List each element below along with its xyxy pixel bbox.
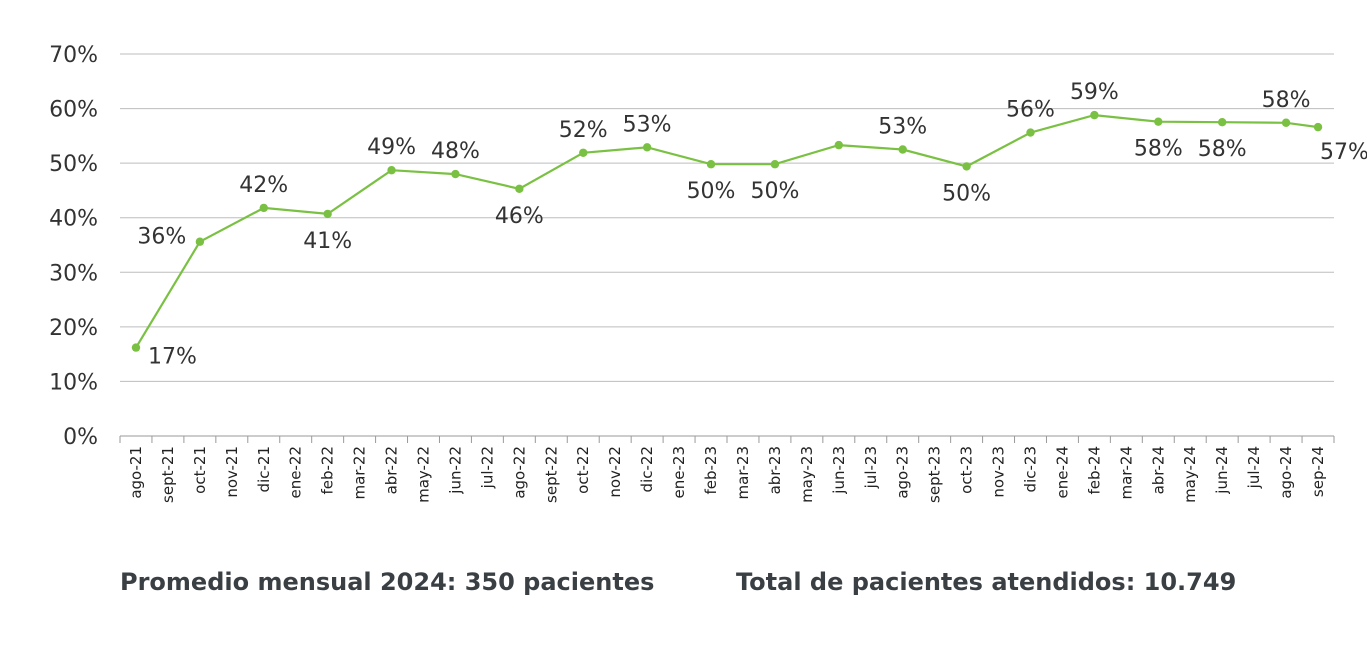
data-point	[834, 140, 844, 150]
data-point	[1281, 118, 1291, 127]
data-point	[706, 160, 716, 169]
data-label: 36%	[137, 225, 186, 250]
x-tick-label: nov-21	[223, 446, 241, 498]
data-point	[323, 209, 332, 219]
data-label: 53%	[878, 115, 927, 140]
y-axis-ticks: 0% 10% 20% 30% 40% 50% 60% 70%	[49, 43, 98, 450]
x-tick-label: feb-23	[702, 446, 720, 495]
data-point	[1313, 122, 1323, 132]
x-tick-label: sept-23	[926, 446, 944, 503]
data-labels: 17% 36% 42% 41% 49% 48% 46% 52% 53% 50% 50% 53% 50% 5…	[137, 80, 1367, 369]
x-tick-label: jun-22	[446, 446, 464, 495]
x-tick-label: mar-24	[1117, 446, 1135, 500]
x-tick-label: jul-24	[1245, 446, 1263, 489]
x-tick-label: oct-21	[191, 446, 209, 494]
data-points	[131, 110, 1323, 352]
data-label: 17%	[148, 345, 197, 370]
data-point	[962, 162, 971, 171]
x-tick-label: ago-23	[894, 446, 912, 499]
x-tick-label: sept-22	[542, 446, 560, 503]
x-tick-label: may-23	[798, 446, 816, 503]
x-tick-label: dic-21	[255, 446, 273, 492]
data-point	[195, 237, 205, 246]
data-label: 42%	[239, 173, 288, 198]
x-tick-label: feb-24	[1085, 446, 1103, 495]
x-tick-label: abr-22	[383, 446, 401, 494]
data-label: 59%	[1070, 80, 1119, 105]
data-label: 58%	[1198, 137, 1247, 162]
data-label: 58%	[1134, 137, 1183, 162]
x-tick-label: sep-24	[1309, 446, 1327, 497]
footer-total-patients: Total de pacientes atendidos: 10.749	[736, 568, 1237, 596]
x-tick-label: oct-22	[574, 446, 592, 494]
x-tick-label: ene-23	[670, 446, 688, 498]
data-label: 56%	[1006, 98, 1055, 123]
y-tick-label: 20%	[49, 316, 98, 341]
data-point	[131, 343, 141, 352]
x-tick-label: abr-24	[1149, 446, 1167, 494]
x-tick-label: nov-23	[990, 446, 1008, 498]
gridlines	[120, 53, 1334, 437]
footer-monthly-average: Promedio mensual 2024: 350 pacientes	[120, 568, 655, 596]
y-tick-label: 0%	[63, 425, 98, 450]
y-tick-label: 60%	[49, 98, 98, 123]
data-label: 50%	[687, 179, 736, 204]
y-tick-label: 30%	[49, 261, 98, 286]
line-chart: 0% 10% 20% 30% 40% 50% 60% 70% ago-21 sept-21 oct…	[49, 43, 1367, 503]
data-label: 50%	[750, 179, 799, 204]
x-tick-label: jul-23	[862, 446, 880, 489]
x-tick-label: ago-22	[510, 446, 528, 499]
data-label: 57%	[1320, 140, 1367, 165]
series-line	[135, 113, 1319, 349]
data-point	[770, 160, 780, 169]
data-label: 49%	[367, 135, 416, 160]
x-tick-label: sept-21	[159, 446, 177, 503]
data-point	[642, 143, 652, 152]
data-point	[1026, 128, 1035, 137]
x-tick-label: jun-23	[830, 446, 848, 495]
x-axis-ticks: ago-21 sept-21 oct-21 nov-21 dic-21 ene-22 feb…	[119, 436, 1335, 503]
data-label: 53%	[623, 112, 672, 137]
x-tick-label: ene-24	[1053, 446, 1071, 498]
x-tick-label: may-22	[415, 446, 433, 503]
x-tick-label: ago-24	[1277, 446, 1295, 499]
data-label: 58%	[1262, 88, 1311, 113]
x-tick-label: oct-23	[958, 446, 976, 494]
x-tick-label: jun-24	[1213, 446, 1231, 495]
data-point	[1217, 118, 1227, 127]
x-tick-label: nov-22	[606, 446, 624, 498]
y-tick-label: 70%	[49, 43, 98, 68]
x-tick-label: dic-22	[638, 446, 656, 492]
data-label: 52%	[559, 118, 608, 143]
data-point	[259, 203, 268, 213]
x-tick-label: jul-22	[478, 446, 496, 489]
data-label: 41%	[303, 229, 352, 254]
x-tick-label: may-24	[1181, 446, 1199, 503]
y-tick-label: 10%	[49, 370, 98, 395]
x-tick-label: ene-22	[287, 446, 305, 498]
y-tick-label: 40%	[49, 207, 98, 232]
data-point	[451, 169, 460, 179]
data-label: 50%	[942, 181, 991, 206]
y-tick-label: 50%	[49, 152, 98, 177]
data-point	[515, 184, 524, 193]
data-point	[1154, 117, 1163, 126]
x-tick-label: mar-22	[351, 446, 369, 500]
data-point	[1090, 110, 1099, 120]
x-tick-label: abr-23	[766, 446, 784, 494]
x-tick-label: ago-21	[127, 446, 145, 499]
x-tick-label: feb-22	[319, 446, 337, 495]
x-tick-label: dic-23	[1022, 446, 1040, 492]
data-point	[387, 166, 396, 175]
data-label: 48%	[431, 139, 480, 164]
data-label: 46%	[495, 204, 544, 229]
x-tick-label: mar-23	[734, 446, 752, 500]
data-point	[898, 145, 907, 154]
data-point	[579, 148, 588, 157]
